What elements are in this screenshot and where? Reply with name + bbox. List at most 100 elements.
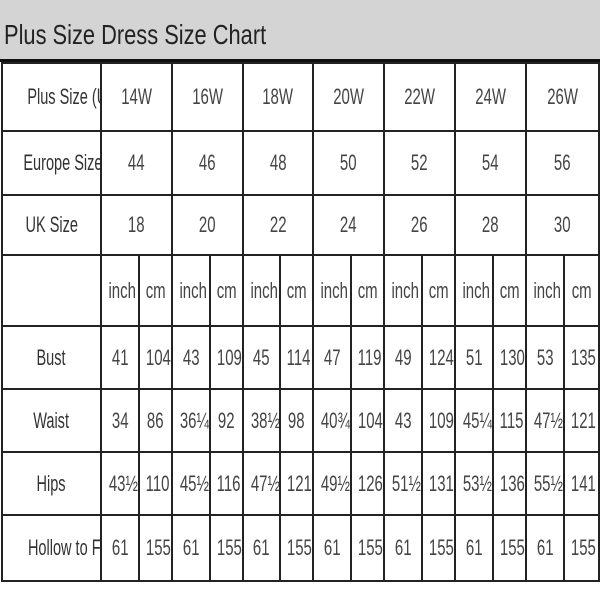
unit-inch: inch [171,254,211,327]
unit-cm-text: cm [145,277,166,303]
size-table: Plus Size (US) 14W 16W 18W 20W 22W 24W 26W Europ… [1,62,600,582]
unit-cm: cm [492,254,527,327]
value-cell-text: 116 [216,470,241,496]
value-cell: 40¾ [312,388,352,453]
value-cell: 155 [421,514,456,582]
value-cell-text: 61 [536,535,554,560]
value-cell-text: 114 [286,344,311,370]
value-cell: 61 [312,514,352,582]
value-cell-text: 43 [182,344,200,370]
value-cell: 36¼ [171,388,211,453]
value-cell-text: 155 [216,535,242,560]
size-cell-text: 26W [547,84,578,109]
value-cell: 34 [100,388,140,453]
value-cell-text: 155 [357,535,383,560]
value-cell: 119 [350,325,385,390]
row-label-text: Europe Size [23,150,101,175]
size-cell: 22 [242,194,314,256]
size-cell-text: 14W [121,84,152,109]
value-cell-text: 109 [428,407,454,433]
size-cell: 28 [454,194,527,256]
unit-inch: inch [100,254,140,327]
value-cell: 109 [421,388,456,453]
unit-inch-text: inch [462,277,490,303]
value-cell: 86 [138,388,173,453]
unit-cm: cm [563,254,600,327]
size-cell-text: 22W [404,84,435,109]
row-label: Bust [1,325,102,390]
value-cell-text: 51½ [391,470,421,496]
value-cell-text: 45½ [179,470,209,496]
value-cell: 45½ [171,451,211,516]
row-label-text: Hollow to Floor [27,535,101,560]
value-cell-text: 136 [499,470,525,496]
size-cell-text: 22 [269,212,287,237]
value-cell-text: 49½ [320,470,350,496]
value-cell: 61 [100,514,140,582]
value-cell: 126 [350,451,385,516]
size-cell-text: 28 [482,212,499,237]
size-cell-text: 44 [128,150,145,175]
size-cell-text: 18W [262,84,294,109]
unit-cm: cm [138,254,173,327]
value-cell: 124 [421,325,456,390]
size-cell: 48 [242,130,314,196]
value-cell-text: 135 [570,344,596,370]
chart-title: Plus Size Dress Size Chart [4,19,267,50]
value-cell: 155 [279,514,314,582]
size-cell: 44 [100,130,173,196]
unit-cm: cm [421,254,456,327]
value-cell-text: 38½ [250,407,280,433]
value-cell-text: 45¼ [462,407,492,433]
row-label-text: Hips [36,470,67,496]
unit-cm-text: cm [357,277,378,303]
size-cell: 24W [454,62,527,132]
value-cell: 116 [209,451,244,516]
value-cell: 51 [454,325,494,390]
unit-cm-text: cm [428,277,449,303]
unit-inch-text: inch [320,277,348,303]
size-cell: 52 [383,130,456,196]
value-cell-text: 126 [357,470,383,496]
value-cell-text: 40¾ [320,407,350,433]
row-label-text: Plus Size (US) [27,84,99,109]
size-cell-text: 16W [192,84,223,109]
row-label-text: Waist [33,407,70,433]
value-cell: 104 [350,388,385,453]
value-cell-text: 92 [218,407,235,433]
row-label: Hollow to Floor [1,514,102,582]
size-cell: 50 [312,130,385,196]
value-cell-text: 55½ [533,470,563,496]
value-cell: 155 [209,514,244,582]
row-label-text: Bust [36,344,67,370]
value-cell: 55½ [525,451,565,516]
value-cell-text: 47½ [533,407,563,433]
value-cell-text: 61 [394,535,412,560]
unit-inch-text: inch [533,277,561,303]
value-cell: 109 [209,325,244,390]
value-cell-text: 53 [536,344,554,370]
value-cell-text: 61 [182,535,200,560]
value-cell-text: 141 [570,470,596,496]
measurement-row: Hips 43½ 110 45½ 116 47½ 121 49½ 126 51½ 131 53½ 136… [1,451,600,516]
value-cell: 61 [242,514,281,582]
value-cell-text: 155 [570,535,596,560]
unit-inch: inch [525,254,565,327]
value-cell-text: 155 [499,535,525,560]
value-cell: 98 [279,388,314,453]
value-cell-text: 61 [111,535,129,560]
size-cell: 16W [171,62,244,132]
value-cell-text: 109 [216,344,242,370]
value-cell: 47½ [242,451,281,516]
value-cell: 104 [138,325,173,390]
value-cell-text: 98 [288,407,305,433]
units-row: inch cm inch cm inch cm inch cm inch cm inch cm inch… [1,254,600,327]
value-cell: 110 [138,451,173,516]
value-cell-text: 119 [357,344,382,370]
size-cell: 18 [100,194,173,256]
size-cell: 26 [383,194,456,256]
size-row-uk: UK Size 18 20 22 24 26 28 30 [1,194,600,256]
value-cell-text: 47½ [250,470,280,496]
row-label: Hips [1,451,102,516]
value-cell: 49½ [312,451,352,516]
